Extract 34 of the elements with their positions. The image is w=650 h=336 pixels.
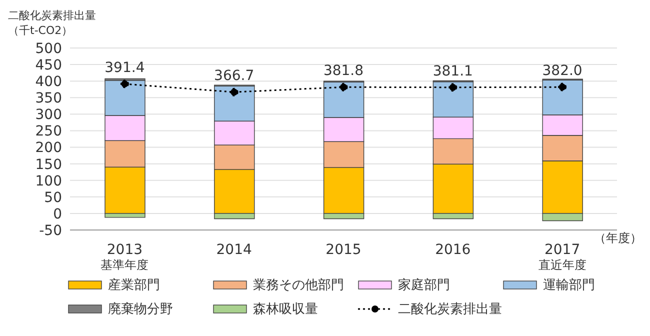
legend-label: 森林吸収量 (253, 301, 318, 318)
x-tick-label: 2015 (326, 242, 362, 258)
data-label: 391.4 (104, 60, 145, 76)
y-tick-label: 250 (35, 124, 62, 140)
y-tick-label: 150 (35, 156, 62, 173)
x-axis-title: （年度） (594, 230, 642, 247)
data-label: 381.1 (432, 63, 473, 80)
point (339, 82, 348, 92)
x-tick-label: 2014 (216, 242, 252, 258)
y-tick-label: 350 (35, 90, 62, 107)
data-label: 382.0 (542, 63, 582, 80)
legend-label: 運輸部門 (543, 277, 595, 294)
x-tick-label: 2016 (435, 242, 471, 258)
y-tick-label: 50 (44, 190, 62, 206)
y-tick-label: 300 (35, 107, 62, 124)
y-tick-label: 400 (35, 74, 62, 90)
legend-label: 二酸化炭素排出量 (398, 301, 502, 318)
legend-label: 家庭部門 (398, 277, 450, 294)
y-tick-label: 100 (35, 173, 62, 190)
y-axis-title: 二酸化炭素排出量（千t-CO2） (8, 8, 97, 38)
point (448, 83, 458, 92)
y-tick-label: 450 (35, 58, 62, 74)
y-tick-label: 500 (35, 40, 62, 57)
point (230, 88, 238, 96)
data-label: 381.8 (323, 63, 364, 80)
legend-label: 業務その他部門 (253, 277, 344, 294)
legend-label: 産業部門 (108, 277, 160, 294)
y-tick-label: -50 (39, 222, 62, 239)
data-label: 366.7 (214, 68, 254, 84)
legend-label: 廃棄物分野 (108, 301, 173, 318)
y-tick-label: 200 (35, 140, 62, 156)
y-tick-label: 0 (53, 206, 62, 222)
point (120, 80, 129, 88)
point (558, 82, 567, 92)
